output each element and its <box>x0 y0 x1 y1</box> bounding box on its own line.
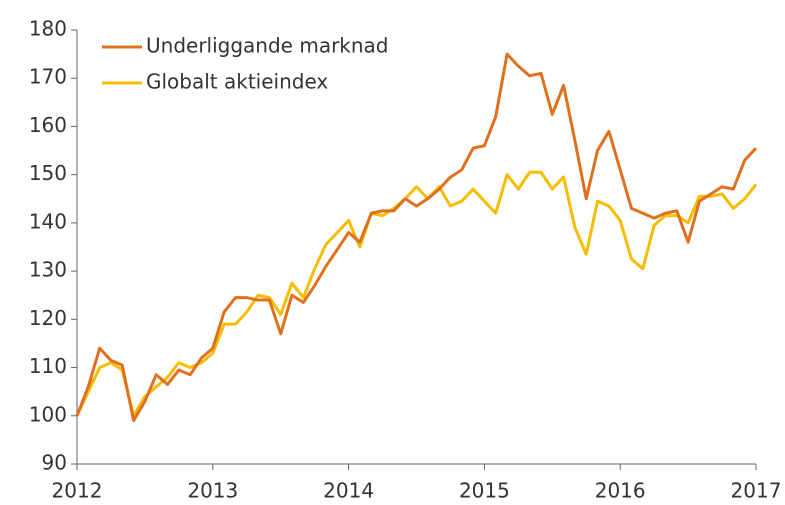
x-tick-label: 2014 <box>323 479 374 503</box>
x-tick-label: 2012 <box>52 479 103 503</box>
line-series <box>75 170 758 418</box>
y-tick-label: 180 <box>29 17 67 41</box>
x-tick-label: 2016 <box>595 479 646 503</box>
legend-label: Underliggande marknad <box>146 34 389 58</box>
y-tick-label: 100 <box>29 402 67 426</box>
y-tick-label: 90 <box>42 451 67 475</box>
x-tick-label: 2013 <box>187 479 238 503</box>
y-tick-label: 150 <box>29 161 67 185</box>
y-tick-label: 120 <box>29 306 67 330</box>
legend-label: Globalt aktieindex <box>146 70 328 94</box>
y-tick-label: 130 <box>29 258 67 282</box>
y-tick-label: 140 <box>29 209 67 233</box>
x-tick-label: 2017 <box>731 479 782 503</box>
y-tick-label: 170 <box>29 65 67 89</box>
line-series <box>75 52 758 423</box>
y-tick-label: 160 <box>29 113 67 137</box>
x-tick-label: 2015 <box>459 479 510 503</box>
y-tick-label: 110 <box>29 354 67 378</box>
